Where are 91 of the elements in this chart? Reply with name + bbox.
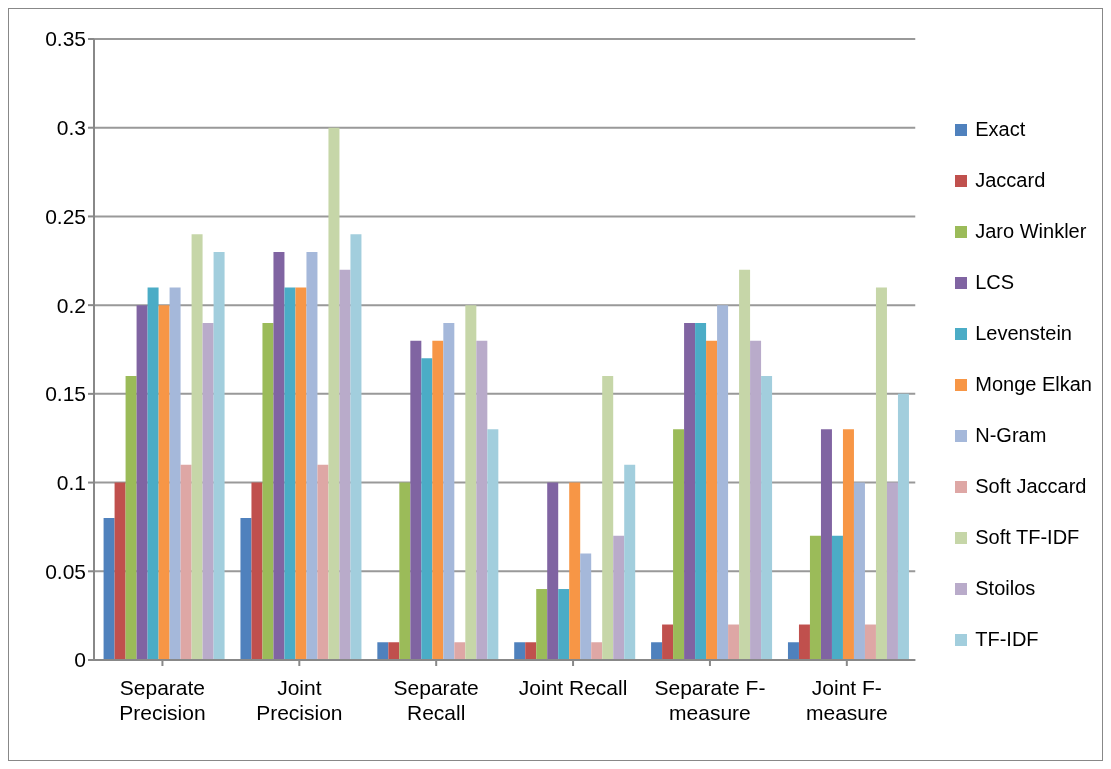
bar — [897, 393, 909, 660]
bar — [558, 589, 570, 660]
bar — [798, 624, 810, 660]
x-tick-label: Joint Recall — [518, 675, 628, 699]
bar — [443, 322, 455, 660]
bar — [476, 340, 488, 660]
bar — [875, 287, 887, 660]
bar — [262, 322, 274, 660]
bar — [602, 376, 614, 660]
bar — [684, 322, 696, 660]
bar — [761, 376, 773, 660]
y-tick-label: 0.15 — [45, 382, 86, 406]
legend-label: Stoilos — [975, 577, 1036, 600]
bar — [295, 287, 307, 660]
x-tick-label: Separate F-measure — [654, 675, 766, 725]
bar — [569, 482, 581, 660]
bar — [103, 518, 115, 660]
bar — [514, 642, 526, 660]
x-tick-label: Separate Recall — [393, 675, 479, 725]
legend-label: Exact — [975, 118, 1026, 141]
y-tick-label: 0.05 — [45, 559, 86, 583]
bar — [328, 127, 340, 660]
bar — [739, 269, 751, 660]
x-tick-label: Separate Precision — [119, 675, 206, 725]
bar — [350, 234, 362, 660]
bar — [432, 340, 444, 660]
bar — [717, 305, 729, 660]
bar — [624, 464, 636, 660]
bar — [651, 642, 663, 660]
bar — [377, 642, 389, 660]
bar — [125, 376, 137, 660]
bar — [750, 340, 762, 660]
bar — [251, 482, 263, 660]
bar — [820, 429, 832, 660]
legend-label: Soft Jaccard — [975, 475, 1087, 498]
bar — [613, 535, 625, 660]
bar — [388, 642, 400, 660]
bar — [695, 322, 707, 660]
bar — [410, 340, 422, 660]
bar — [465, 305, 477, 660]
legend-label: Soft TF-IDF — [975, 526, 1080, 549]
y-tick-label: 0.35 — [45, 27, 86, 51]
bar — [114, 482, 126, 660]
bar — [147, 287, 159, 660]
bar — [728, 624, 740, 660]
bar — [169, 287, 181, 660]
bar — [547, 482, 559, 660]
bar — [673, 429, 685, 660]
bar — [487, 429, 499, 660]
bar — [136, 305, 148, 660]
bar — [273, 251, 285, 660]
bar — [809, 535, 821, 660]
x-tick-label: Joint Precision — [256, 675, 343, 725]
bar — [158, 305, 170, 660]
legend-label: Jaccard — [975, 169, 1046, 192]
y-tick-label: 0.1 — [56, 471, 86, 495]
bar — [213, 251, 225, 660]
bar — [864, 624, 876, 660]
legend-label: Jaro Winkler — [975, 220, 1087, 243]
bar — [306, 251, 318, 660]
bar — [339, 269, 351, 660]
bar — [853, 482, 865, 660]
bar — [202, 322, 214, 660]
bar — [536, 589, 548, 660]
y-tick-label: 0 — [74, 648, 86, 672]
bar — [591, 642, 603, 660]
y-tick-label: 0.2 — [56, 293, 86, 317]
bar — [317, 464, 329, 660]
y-tick-label: 0.25 — [45, 204, 86, 228]
bar — [180, 464, 192, 660]
bar — [191, 234, 203, 660]
legend-label: TF-IDF — [975, 628, 1039, 651]
bar — [886, 482, 898, 660]
bar — [662, 624, 674, 660]
bar — [842, 429, 854, 660]
legend-label: Monge Elkan — [975, 373, 1092, 396]
legend-label: LCS — [975, 271, 1015, 294]
bar — [525, 642, 537, 660]
legend-label: N-Gram — [975, 424, 1047, 447]
bar — [580, 553, 592, 660]
bar — [284, 287, 296, 660]
bar — [454, 642, 466, 660]
bar — [706, 340, 718, 660]
y-tick-label: 0.3 — [56, 116, 86, 140]
bar — [399, 482, 411, 660]
bar — [421, 358, 433, 660]
bar — [787, 642, 799, 660]
bar — [240, 518, 252, 660]
legend-label: Levenstein — [975, 322, 1072, 345]
bar — [831, 535, 843, 660]
x-tick-label: Joint F-measure — [805, 675, 888, 725]
